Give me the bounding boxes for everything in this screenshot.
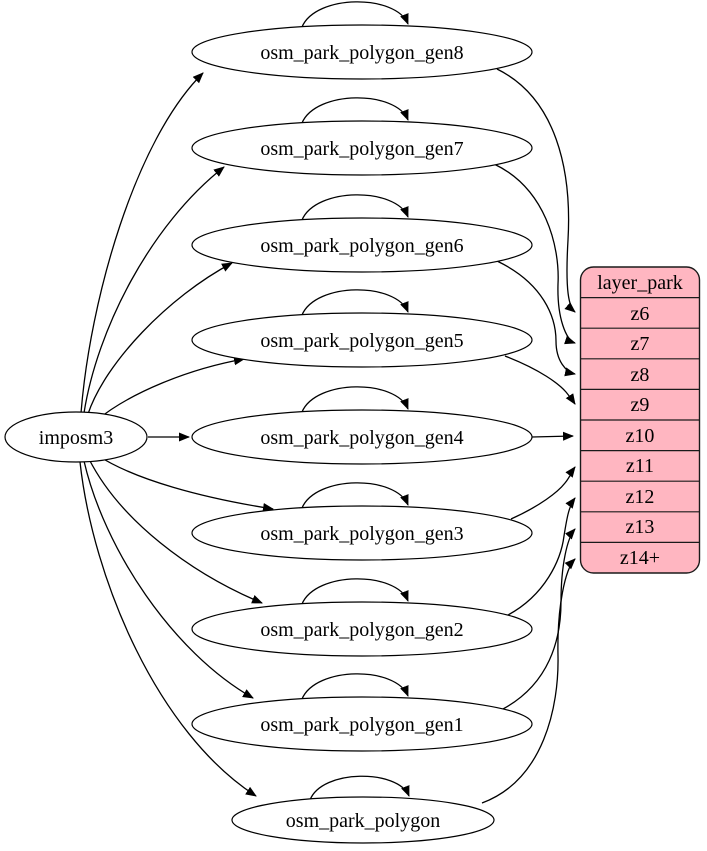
source-node-imposm3: imposm3 [4,411,148,463]
node-osm-park-polygon-gen7: osm_park_polygon_gen7 [191,120,533,176]
self-loop-osm-park-polygon-gen3 [301,482,409,509]
table-row-z8: z8 [631,364,650,386]
node-label-osm-park-polygon-gen2: osm_park_polygon_gen2 [260,619,463,641]
edge-osm-park-polygon-gen7-to-z7 [493,163,576,345]
node-label-osm-park-polygon-gen3: osm_park_polygon_gen3 [260,523,463,545]
edges-from-source [79,72,274,797]
node-ellipse-osm-park-polygon-gen8 [191,24,533,80]
node-ellipse-osm-park-polygon-gen2 [191,601,533,657]
table-title: layer_park [597,272,683,294]
edge-osm-park-polygon-gen6-to-z8 [496,260,576,377]
self-loop-osm-park-polygon-gen7 [301,97,409,124]
edge-imposm3-to-osm-park-polygon-gen8 [80,72,204,414]
table-row-z10: z10 [626,425,655,447]
edge-imposm3-to-osm-park-polygon-gen1 [83,460,254,699]
edge-imposm3-to-osm-park-polygon-gen5 [96,356,245,421]
table-row-z12: z12 [626,486,655,508]
edge-osm-park-polygon-to-z14plus [481,558,576,804]
edge-osm-park-polygon-gen5-to-z9 [504,355,576,405]
self-loop-osm-park-polygon-gen1 [301,673,409,700]
edges-to-table [481,68,576,804]
table-row-z11: z11 [626,455,654,477]
node-ellipse-osm-park-polygon-gen6 [191,217,533,273]
self-loop-osm-park-polygon [309,775,410,801]
self-loop-edges [301,1,410,801]
node-label-osm-park-polygon-gen8: osm_park_polygon_gen8 [260,42,463,64]
table-row-z7: z7 [631,333,650,355]
edge-osm-park-polygon-gen2-to-z12 [507,497,576,616]
node-osm-park-polygon-gen3: osm_park_polygon_gen3 [191,505,533,561]
self-loop-osm-park-polygon-gen2 [301,578,409,605]
self-loop-osm-park-polygon-gen5 [301,289,409,316]
node-ellipse-osm-park-polygon-gen5 [191,312,533,368]
edge-osm-park-polygon-gen8-to-z6 [496,68,576,313]
self-loop-osm-park-polygon-gen8 [301,1,409,28]
node-label-osm-park-polygon-gen7: osm_park_polygon_gen7 [260,138,463,160]
node-label-osm-park-polygon-gen6: osm_park_polygon_gen6 [260,235,463,257]
node-osm-park-polygon-gen2: osm_park_polygon_gen2 [191,601,533,657]
layer-park-table: layer_park z6 z7 z8 z9 z10 z11 z12 z13 z… [579,266,701,574]
node-ellipse-osm-park-polygon [231,796,495,844]
node-ellipse-osm-park-polygon-gen1 [191,696,533,752]
table-row-z14plus: z14+ [620,547,660,569]
table-row-z6: z6 [631,303,650,325]
edge-imposm3-to-osm-park-polygon-gen6 [87,262,233,415]
edge-imposm3-to-osm-park-polygon [79,461,257,797]
node-osm-park-polygon-gen6: osm_park_polygon_gen6 [191,217,533,273]
node-osm-park-polygon-gen5: osm_park_polygon_gen5 [191,312,533,368]
edge-imposm3-to-osm-park-polygon-gen3 [96,454,274,512]
self-loop-osm-park-polygon-gen6 [301,194,409,221]
node-ellipse-imposm3 [4,411,148,463]
node-label-imposm3: imposm3 [39,427,113,449]
edge-imposm3-to-osm-park-polygon-gen2 [88,458,263,604]
table-row-z9: z9 [631,394,650,416]
node-osm-park-polygon: osm_park_polygon [231,796,495,844]
node-ellipse-osm-park-polygon-gen4 [191,409,533,465]
edge-osm-park-polygon-gen3-to-z11 [510,466,576,520]
edge-osm-park-polygon-gen4-to-z10 [531,431,574,441]
node-osm-park-polygon-gen8: osm_park_polygon_gen8 [191,24,533,80]
node-label-osm-park-polygon-gen1: osm_park_polygon_gen1 [260,714,463,736]
node-label-osm-park-polygon-gen4: osm_park_polygon_gen4 [260,427,463,449]
node-label-osm-park-polygon: osm_park_polygon [286,810,440,832]
node-ellipse-osm-park-polygon-gen3 [191,505,533,561]
self-loop-osm-park-polygon-gen4 [301,386,409,413]
node-label-osm-park-polygon-gen5: osm_park_polygon_gen5 [260,330,463,352]
table-row-z13: z13 [626,516,655,538]
node-ellipse-osm-park-polygon-gen7 [191,120,533,176]
node-osm-park-polygon-gen4: osm_park_polygon_gen4 [191,409,533,465]
edge-imposm3-to-osm-park-polygon-gen7 [83,166,225,414]
node-osm-park-polygon-gen1: osm_park_polygon_gen1 [191,696,533,752]
